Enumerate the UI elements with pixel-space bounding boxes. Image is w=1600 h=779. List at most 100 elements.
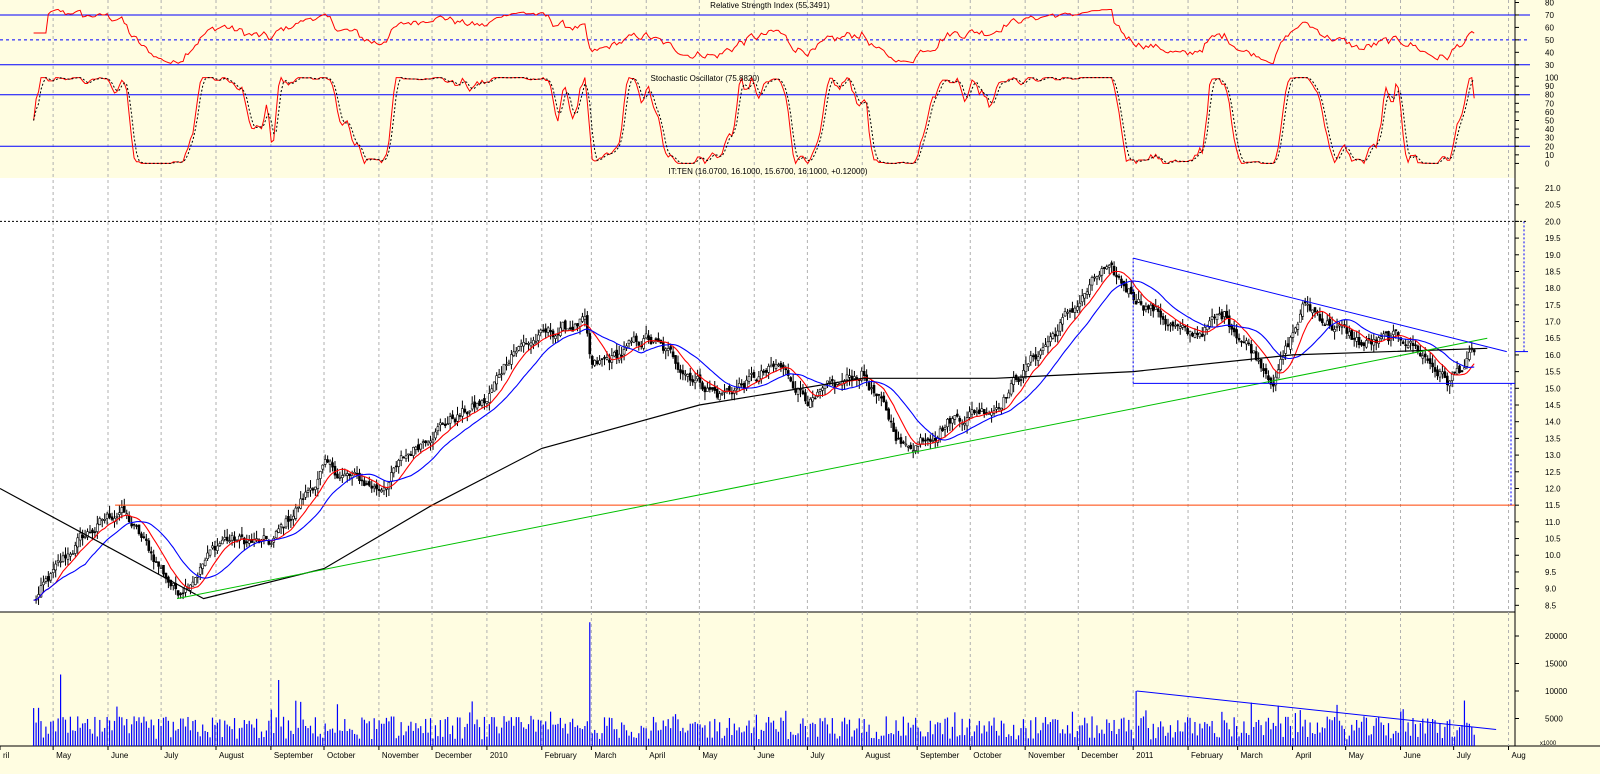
candle-body [1426,358,1429,361]
candle-body [475,403,479,409]
candle-body [1472,349,1476,353]
candle-body [522,342,525,347]
x-axis-tick-label: Aug [1512,751,1526,760]
candle-body [1465,358,1469,367]
candle-body [385,487,388,490]
candle-body [906,445,910,448]
candle-body [1046,341,1050,348]
candle-body [127,515,131,523]
candle-body [414,446,418,450]
candle-body [348,473,351,476]
candle-body [637,341,641,346]
candle-body [1311,309,1314,314]
candle-body [135,525,138,527]
candle-body [894,429,898,441]
candle-body [745,379,748,388]
candle-body [392,467,396,474]
candle-body [1274,376,1278,386]
candle-body [1453,371,1456,374]
candle-body [404,455,408,459]
candle-body [316,478,320,489]
x-axis-tick-label: July [810,751,824,760]
candle-body [456,414,459,422]
candle-body [965,417,969,427]
candle-body [1220,311,1224,320]
candle-body [49,573,53,581]
candle-body [762,370,766,373]
candle-body [532,340,535,345]
candle-body [216,545,219,551]
x-axis-tick-label: May [1349,751,1364,760]
candle-body [514,350,518,354]
candle-body [551,330,555,338]
candle-body [1313,307,1317,313]
candle-body [759,370,763,379]
candle-body [777,364,780,366]
candle-body [919,437,922,445]
candle-body [588,333,592,355]
candle-body [948,417,952,424]
candle-body [909,444,913,449]
stoch-axis-tick-label: 20 [1545,142,1554,151]
candle-body [752,372,756,378]
candle-body [1308,304,1312,311]
candle-body [740,383,743,386]
price-axis-tick-label: 13.5 [1545,434,1561,443]
candle-body [674,355,677,364]
candle-body [931,440,935,442]
candle-body [157,561,160,567]
candle-body [122,505,126,513]
candle-body [804,392,807,402]
candle-body [867,382,871,391]
price-axis-tick-label: 8.5 [1545,601,1557,610]
candle-body [507,361,511,364]
candle-body [421,441,425,444]
candle-body [365,483,369,485]
candle-body [600,358,604,360]
candle-body [61,555,65,562]
candle-body [1468,351,1471,360]
candle-body [603,356,606,359]
candle-body [108,513,111,518]
x-axis-tick-label: August [865,751,891,760]
candle-body [583,316,587,320]
candle-body [593,360,596,366]
candle-body [1438,371,1442,378]
candle-body [791,381,795,389]
candle-body [537,334,540,341]
candle-body [208,549,212,556]
candle-body [1254,351,1258,361]
candle-body [478,400,481,406]
candle-body [549,329,552,333]
candle-body [480,400,484,406]
candle-body [443,423,447,426]
candle-body [250,538,253,543]
candle-body [83,536,87,538]
candle-body [1115,274,1118,278]
candle-body [774,364,778,369]
candle-body [1068,310,1072,312]
candle-body [826,380,829,384]
candle-body [1245,340,1248,345]
candle-body [563,320,567,330]
price-axis-tick-label: 14.5 [1545,401,1561,410]
x-axis-tick-label: May [702,751,717,760]
candle-body [399,455,403,461]
candle-body [1306,303,1309,306]
candle-body [510,354,513,365]
candle-body [218,543,222,547]
candle-body [1333,329,1336,332]
price-axis-tick-label: 9.0 [1545,585,1557,594]
candle-body [541,329,545,332]
candle-body [1144,305,1148,310]
candle-body [735,387,739,390]
candle-body [590,356,594,365]
candle-body [1458,365,1461,373]
candle-body [1384,331,1388,334]
candle-body [691,379,694,383]
candle-body [211,545,214,549]
candle-body [924,439,927,442]
candle-body [1406,344,1410,348]
candle-body [911,450,915,452]
